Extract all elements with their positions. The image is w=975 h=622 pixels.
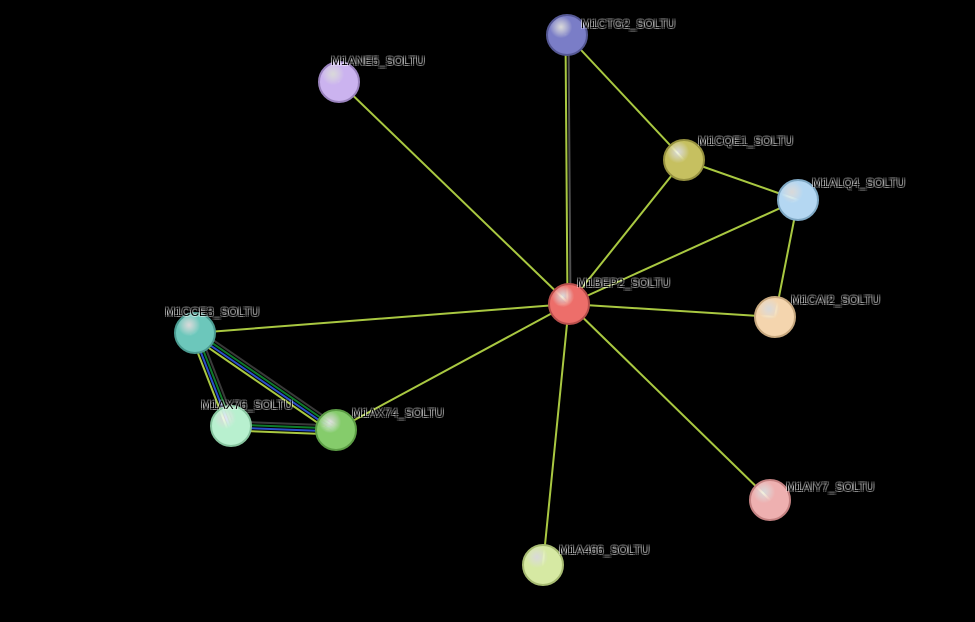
edge [569, 304, 770, 500]
edge [569, 160, 684, 304]
graph-node[interactable] [316, 410, 356, 450]
graph-svg [0, 0, 975, 622]
graph-node[interactable] [750, 480, 790, 520]
edge [567, 35, 684, 160]
graph-node[interactable] [755, 297, 795, 337]
edge [566, 35, 568, 304]
graph-node[interactable] [523, 545, 563, 585]
edge [568, 35, 570, 304]
edge [569, 304, 775, 317]
nodes-group [175, 15, 818, 585]
edge [195, 304, 569, 333]
graph-node[interactable] [211, 406, 251, 446]
graph-node[interactable] [549, 284, 589, 324]
graph-node[interactable] [778, 180, 818, 220]
graph-node[interactable] [547, 15, 587, 55]
edge [543, 304, 569, 565]
graph-node[interactable] [319, 62, 359, 102]
edge [339, 82, 569, 304]
graph-node[interactable] [664, 140, 704, 180]
edges-group [191, 35, 798, 565]
graph-node[interactable] [175, 313, 215, 353]
network-graph: M1BEP2_SOLTUM1CTG2_SOLTUM1ANE5_SOLTUM1CQ… [0, 0, 975, 622]
edge [336, 304, 569, 430]
edge [569, 200, 798, 304]
